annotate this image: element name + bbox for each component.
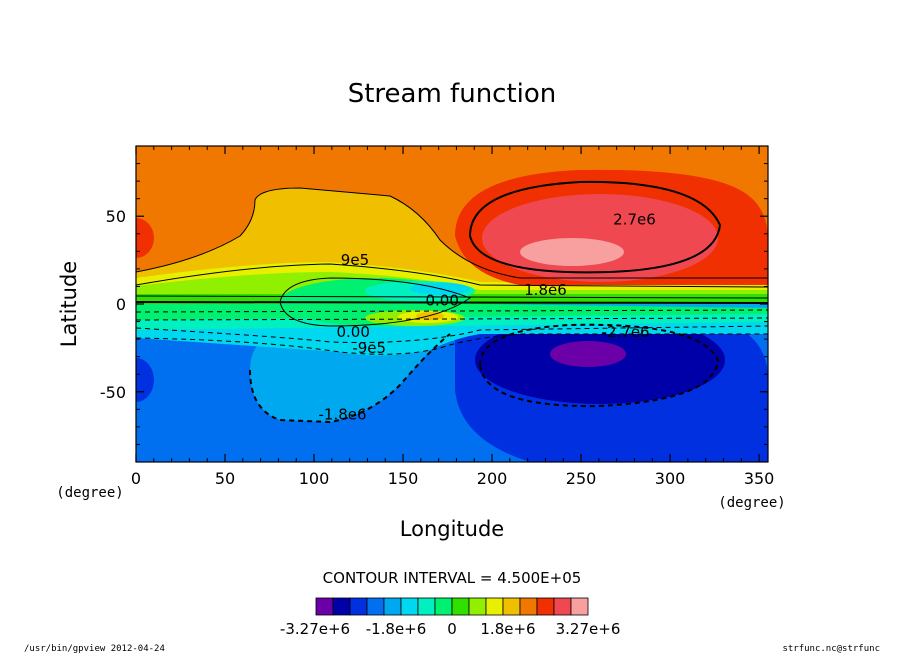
x-tick-label: 100 <box>299 469 330 488</box>
low-core <box>550 341 626 367</box>
contour-label: 9e5 <box>341 251 369 269</box>
colorbar-tick-label: 1.8e+6 <box>480 620 535 638</box>
x-axis: 0 50 100 150 200 250 300 350 <box>131 146 774 488</box>
x-tick-label: 250 <box>566 469 597 488</box>
colorbar-swatch <box>451 597 470 616</box>
y-tick-label: -50 <box>100 383 126 402</box>
high-core <box>520 238 624 266</box>
plot-area <box>136 146 768 462</box>
x-tick-label: 50 <box>215 469 235 488</box>
contour-label: -2.7e6 <box>602 323 650 341</box>
colorbar <box>315 597 589 616</box>
colorbar-swatch <box>468 597 487 616</box>
x-axis-unit: (degree) <box>718 495 785 511</box>
colorbar-swatch <box>400 597 419 616</box>
contour-line <box>136 309 768 313</box>
contour-line <box>249 333 451 424</box>
left-low <box>136 358 154 402</box>
colorbar-labels: -3.27e+6 -1.8e+6 0 1.8e+6 3.27e+6 <box>280 620 620 638</box>
contour-line <box>136 317 768 321</box>
contour-label: 2.7e6 <box>613 211 656 229</box>
contour-line <box>136 263 768 288</box>
colorbar-tick-label: -1.8e+6 <box>366 620 427 638</box>
y-axis-title: Latitude <box>57 261 81 347</box>
contour-line <box>478 323 720 408</box>
high-mid <box>482 194 718 282</box>
colorbar-swatch <box>383 597 402 616</box>
contour-label: 0.00 <box>336 323 369 341</box>
y-tick-label: 0 <box>116 295 126 314</box>
contour-label: -9e5 <box>352 339 386 357</box>
colorbar-tick-label: 0 <box>447 620 457 638</box>
contour-line <box>136 187 768 279</box>
chart-title: Stream function <box>348 79 557 109</box>
x-tick-label: 300 <box>655 469 686 488</box>
colorbar-swatch <box>485 597 504 616</box>
band-s1 <box>136 322 768 356</box>
colorbar-swatch <box>332 597 351 616</box>
x-tick-label: 350 <box>744 469 775 488</box>
contour-line <box>279 277 472 327</box>
contour-line <box>136 295 768 299</box>
contour-label: 0.00 <box>426 291 459 309</box>
y-tick-label: 50 <box>106 207 126 226</box>
contour-line <box>136 333 768 355</box>
footer-left: /usr/bin/gpview 2012-04-24 <box>24 644 165 654</box>
contour-interval: CONTOUR INTERVAL = 4.500E+05 <box>323 569 582 587</box>
colorbar-swatch <box>536 597 555 616</box>
colorbar-swatch <box>570 597 589 616</box>
x-tick-label: 0 <box>131 469 141 488</box>
colorbar-swatch <box>417 597 436 616</box>
left-high <box>136 218 154 258</box>
colorbar-swatch <box>315 597 334 616</box>
x-tick-label: 200 <box>477 469 508 488</box>
contour-line <box>468 180 722 274</box>
colorbar-swatch <box>553 597 572 616</box>
colorbar-tick-label: -3.27e+6 <box>280 620 350 638</box>
x-axis-title: Longitude <box>400 517 504 541</box>
colorbar-swatch <box>502 597 521 616</box>
colorbar-swatch <box>434 597 453 616</box>
y-axis: -50 0 50 <box>100 163 768 445</box>
colorbar-swatch <box>519 597 538 616</box>
contour-line <box>136 301 768 304</box>
colorbar-swatch <box>366 597 385 616</box>
footer-right: strfunc.nc@strfunc <box>782 644 880 654</box>
contour-label: -1.8e6 <box>318 406 366 424</box>
colorbar-swatch <box>349 597 368 616</box>
contour-label: 1.8e6 <box>524 281 567 299</box>
x-tick-label: 150 <box>388 469 419 488</box>
y-axis-unit: (degree) <box>56 485 123 501</box>
colorbar-tick-label: 3.27e+6 <box>556 620 621 638</box>
